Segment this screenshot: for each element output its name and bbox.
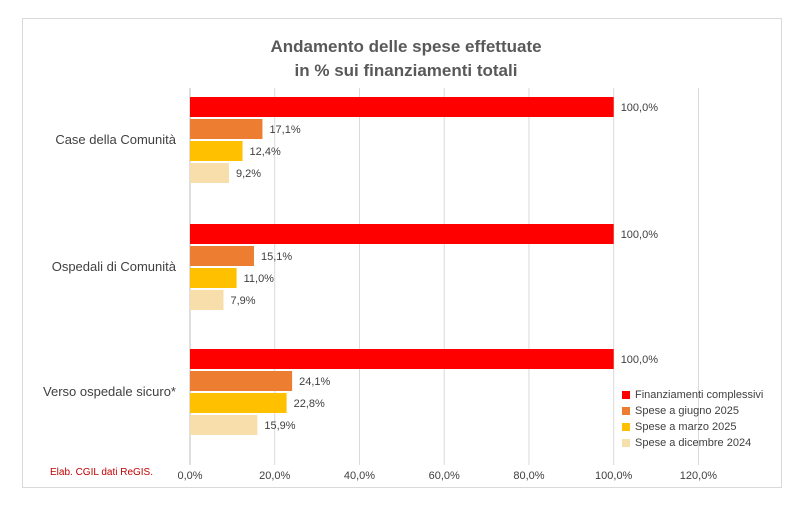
source-note: Elab. CGIL dati ReGIS.	[50, 467, 154, 478]
data-label: 9,2%	[236, 168, 261, 180]
category-label: Case della Comunità	[55, 132, 176, 147]
bar	[190, 246, 254, 266]
bar	[190, 290, 224, 310]
bar	[190, 371, 293, 391]
legend-label: Finanziamenti complessivi	[635, 389, 764, 401]
data-label: 15,1%	[261, 251, 292, 263]
chart-title: Andamento delle spese effettuate	[270, 37, 542, 56]
bar	[190, 393, 287, 413]
legend-swatch	[622, 391, 630, 399]
legend-label: Spese a dicembre 2024	[635, 437, 752, 449]
legend-item: Finanziamenti complessivi	[622, 387, 763, 403]
data-label: 22,8%	[294, 398, 325, 410]
legend-item: Spese a dicembre 2024	[622, 435, 763, 451]
data-label: 7,9%	[230, 295, 255, 307]
legend-label: Spese a marzo 2025	[635, 421, 737, 433]
x-tick-label: 60,0%	[429, 470, 460, 482]
legend-swatch	[622, 439, 630, 447]
x-tick-label: 100,0%	[595, 470, 633, 482]
x-tick-label: 80,0%	[513, 470, 544, 482]
data-label: 24,1%	[299, 376, 330, 388]
category-label: Ospedali di Comunità	[52, 259, 177, 274]
data-label: 15,9%	[264, 420, 295, 432]
bar	[190, 119, 263, 139]
legend-label: Spese a giugno 2025	[635, 405, 739, 417]
x-tick-label: 40,0%	[344, 470, 375, 482]
data-label: 100,0%	[621, 229, 659, 241]
data-label: 11,0%	[244, 273, 275, 285]
x-tick-label: 120,0%	[680, 470, 718, 482]
chart-legend: Finanziamenti complessivi Spese a giugno…	[622, 387, 763, 451]
legend-item: Spese a marzo 2025	[622, 419, 763, 435]
legend-item: Spese a giugno 2025	[622, 403, 763, 419]
legend-swatch	[622, 407, 630, 415]
bar	[190, 141, 243, 161]
category-label: Verso ospedale sicuro*	[43, 384, 176, 399]
data-label: 17,1%	[269, 124, 300, 136]
x-tick-label: 20,0%	[259, 470, 290, 482]
data-label: 12,4%	[250, 146, 281, 158]
legend-swatch	[622, 423, 630, 431]
bar	[190, 163, 229, 183]
chart-frame	[22, 18, 782, 488]
bar	[190, 97, 614, 117]
bar	[190, 349, 614, 369]
chart-subtitle: in % sui finanziamenti totali	[294, 61, 518, 80]
x-tick-label: 0,0%	[177, 470, 202, 482]
bar	[190, 268, 237, 288]
data-label: 100,0%	[621, 354, 659, 366]
bar	[190, 415, 258, 435]
data-label: 100,0%	[621, 102, 659, 114]
bar	[190, 224, 614, 244]
